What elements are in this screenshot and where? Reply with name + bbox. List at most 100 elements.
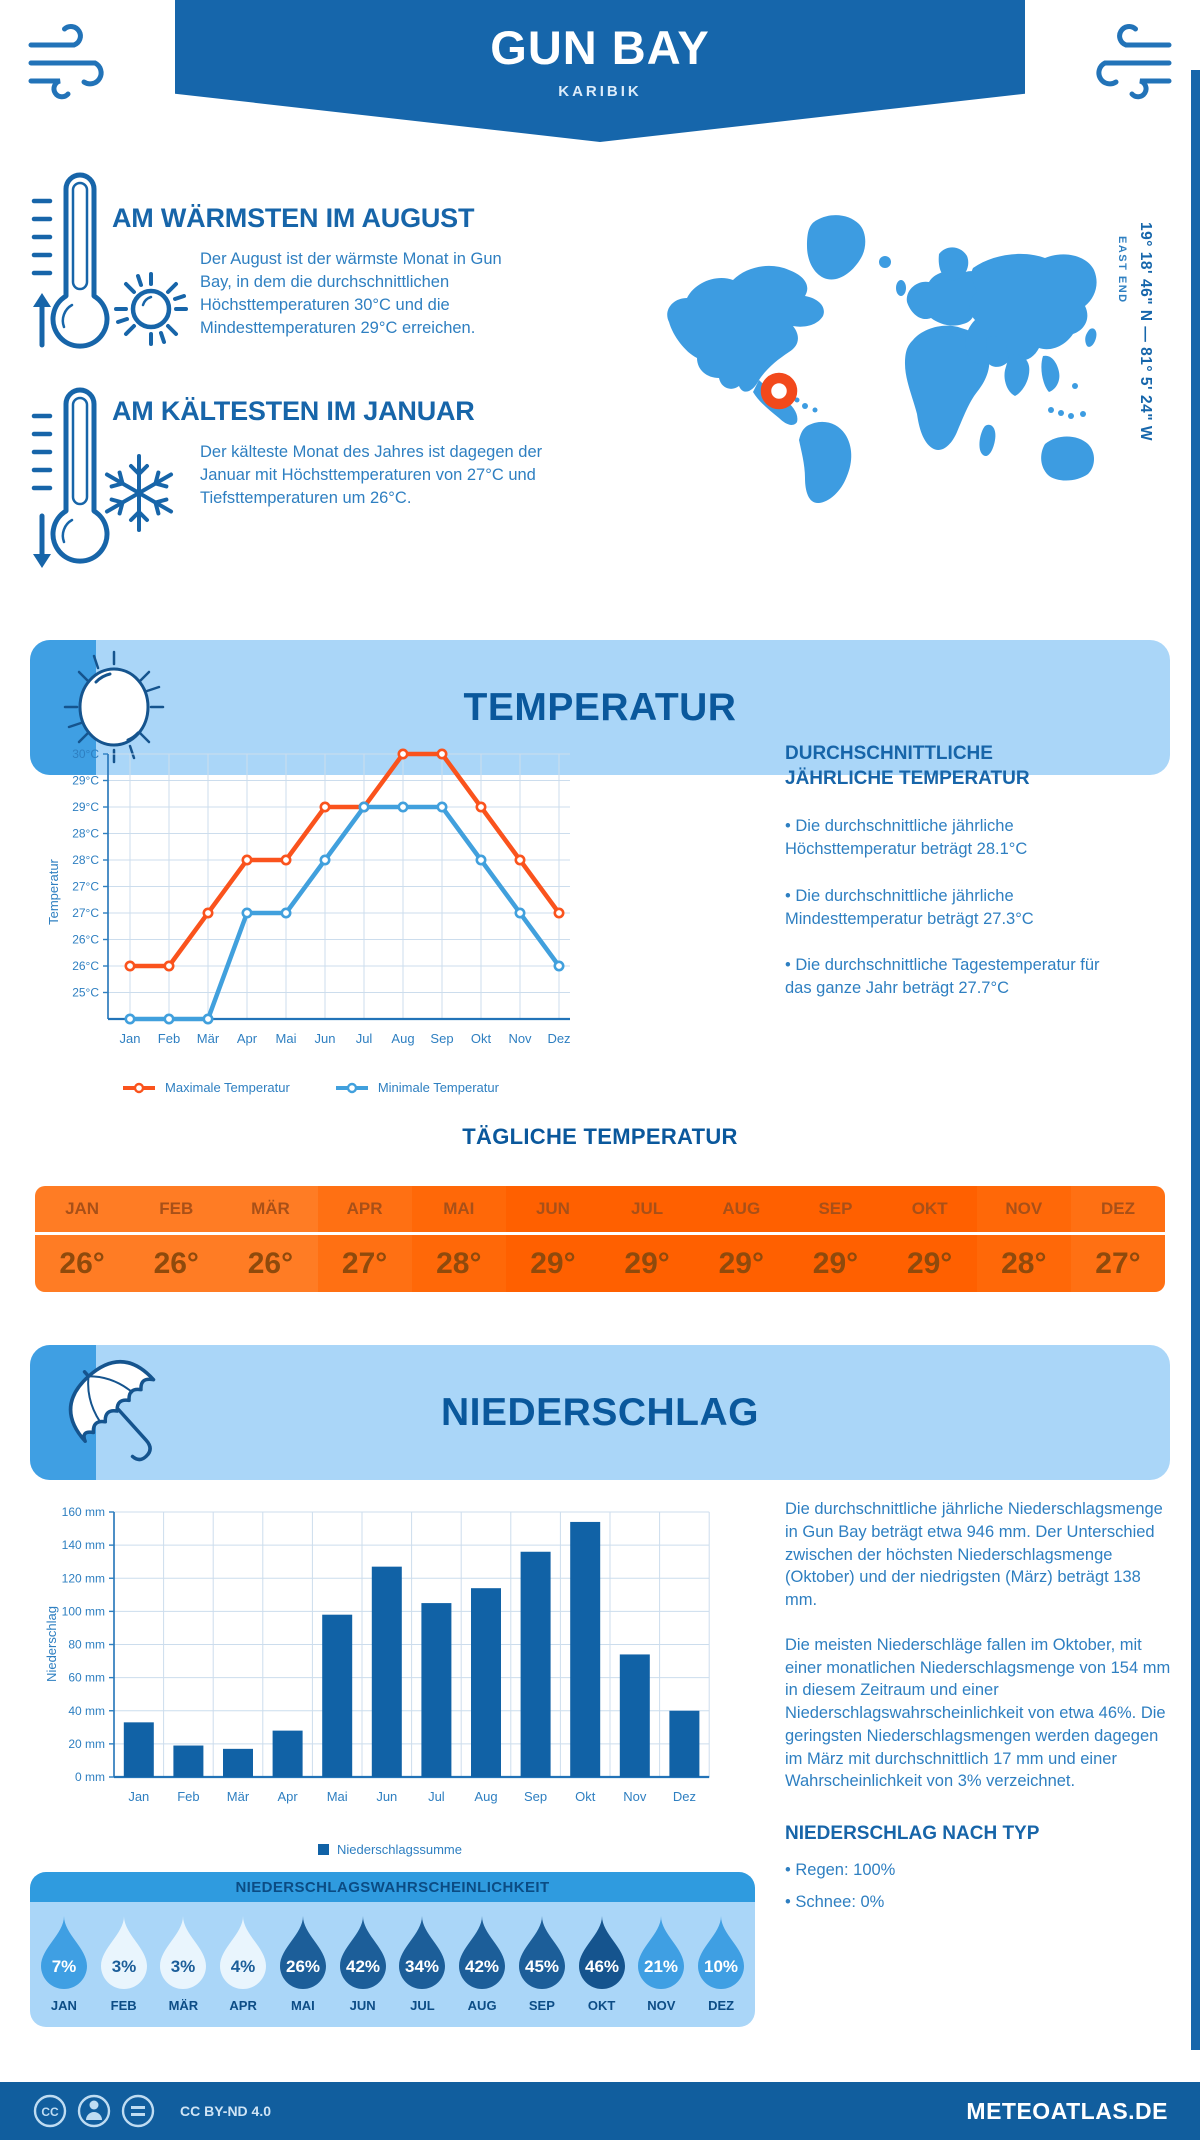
data-point bbox=[319, 801, 331, 813]
svg-text:28°C: 28°C bbox=[72, 853, 99, 867]
continents bbox=[667, 215, 1097, 504]
svg-text:160 mm: 160 mm bbox=[62, 1505, 105, 1519]
data-point bbox=[436, 801, 448, 813]
svg-text:Sep: Sep bbox=[524, 1789, 547, 1804]
svg-text:140 mm: 140 mm bbox=[62, 1538, 105, 1552]
svg-text:40 mm: 40 mm bbox=[68, 1704, 105, 1718]
daily-temp-column: DEZ 27° bbox=[1070, 1186, 1165, 1292]
probability-value: 46% bbox=[585, 1957, 619, 1976]
bar-Mär bbox=[223, 1748, 253, 1777]
daily-temp-value: 27° bbox=[341, 1246, 388, 1280]
site-name: METEOATLAS.DE bbox=[966, 2097, 1168, 2124]
precip-bars bbox=[123, 1521, 700, 1777]
data-point bbox=[475, 854, 487, 866]
page-title: GUN BAY bbox=[490, 21, 710, 74]
daily-temp-column: MAI 28° bbox=[411, 1186, 506, 1292]
probability-value: 34% bbox=[405, 1957, 439, 1976]
precip-type-heading: NIEDERSCHLAG NACH TYP bbox=[785, 1823, 1040, 1845]
probability-column: 21% NOV bbox=[632, 1914, 692, 2013]
svg-text:Feb: Feb bbox=[158, 1031, 180, 1046]
annual-temperature-heading: DURCHSCHNITTLICHE JÄHRLICHE TEMPERATUR bbox=[785, 743, 1030, 789]
data-point bbox=[163, 960, 175, 972]
data-point bbox=[124, 1013, 136, 1025]
data-point bbox=[397, 801, 409, 813]
data-point bbox=[163, 1013, 175, 1025]
data-point bbox=[514, 854, 526, 866]
precipitation-text-block: Die durchschnittliche jährliche Niedersc… bbox=[785, 1498, 1177, 1914]
data-point bbox=[241, 907, 253, 919]
svg-text:Okt: Okt bbox=[575, 1789, 596, 1804]
thermometer-down-icon bbox=[31, 387, 110, 568]
droplet-icon: 42% bbox=[339, 1916, 386, 1989]
coordinates-block: EAST END 19° 18' 46" N — 81° 5' 24" W bbox=[1116, 222, 1154, 532]
bar-Dez bbox=[669, 1710, 700, 1777]
bar-Jun bbox=[371, 1566, 402, 1777]
probability-column: 42% JUN bbox=[333, 1914, 393, 2013]
footer: CC CC BY-ND 4.0 METEOATLAS.DE bbox=[0, 2082, 1200, 2140]
droplet-icon: 4% bbox=[220, 1916, 267, 1989]
precipitation-section-title: NIEDERSCHLAG bbox=[440, 1390, 760, 1434]
svg-text:20 mm: 20 mm bbox=[68, 1737, 105, 1751]
data-point bbox=[553, 907, 565, 919]
bar-Jul bbox=[421, 1603, 452, 1777]
daily-temp-column: MÄR 26° bbox=[223, 1186, 318, 1292]
precip-x-ticks: Jan Feb Mär Apr Mai Jun Jul Aug Sep Okt Nov Dez bbox=[128, 1789, 696, 1804]
probability-month: OKT bbox=[587, 1998, 616, 2013]
svg-text:Mär: Mär bbox=[197, 1031, 220, 1046]
coordinates-place: EAST END bbox=[1116, 236, 1128, 304]
svg-text:27°C: 27°C bbox=[72, 906, 99, 920]
droplet-icon: 21% bbox=[638, 1916, 685, 1989]
bar-Sep bbox=[520, 1551, 551, 1777]
annual-temperature-block: DURCHSCHNITTLICHE JÄHRLICHE TEMPERATUR •… bbox=[785, 742, 1170, 1000]
probability-month: NOV bbox=[647, 1998, 676, 2013]
probability-column: 7% JAN bbox=[34, 1914, 94, 2013]
daily-temperature-table: JAN 26° FEB 26° MÄR 26° APR 27° MAI 28° JUN 29° JUL 2… bbox=[35, 1186, 1165, 1292]
svg-text:Mär: Mär bbox=[227, 1789, 250, 1804]
probability-month: SEP bbox=[528, 1998, 555, 2013]
probability-column: 46% OKT bbox=[572, 1914, 632, 2013]
daily-temp-column: FEB 26° bbox=[129, 1186, 224, 1292]
daily-temp-month: SEP bbox=[788, 1186, 883, 1235]
svg-text:29°C: 29°C bbox=[72, 774, 99, 788]
data-point bbox=[124, 960, 136, 972]
svg-text:Apr: Apr bbox=[277, 1789, 298, 1804]
cold-section-heading: AM KÄLTESTEN IM JANUAR bbox=[112, 396, 475, 426]
droplet-icon: 46% bbox=[578, 1916, 625, 1989]
svg-text:29°C: 29°C bbox=[72, 800, 99, 814]
daily-temp-column: NOV 28° bbox=[976, 1186, 1071, 1292]
umbrella-icon bbox=[68, 1360, 156, 1462]
svg-text:Sep: Sep bbox=[430, 1031, 453, 1046]
legend-max-swatch bbox=[123, 1082, 156, 1093]
daily-temp-column: AUG 29° bbox=[694, 1186, 789, 1292]
precip-chart-legend: Niederschlagssumme bbox=[40, 1842, 740, 1857]
temp-chart-legend: Maximale Temperatur Minimale Temperatur bbox=[40, 1080, 580, 1095]
bar-Feb bbox=[173, 1745, 204, 1777]
daily-temp-month: JUL bbox=[600, 1186, 695, 1235]
svg-text:25°C: 25°C bbox=[72, 986, 99, 1000]
right-accent-bar bbox=[1191, 70, 1200, 2050]
svg-text:100 mm: 100 mm bbox=[62, 1604, 105, 1618]
location-marker bbox=[760, 372, 798, 410]
bar-Mai bbox=[322, 1614, 353, 1777]
header-banner: GUN BAY KARIBIK bbox=[175, 0, 1025, 142]
precip-gridlines bbox=[113, 1511, 710, 1777]
daily-temp-month: OKT bbox=[882, 1186, 977, 1235]
daily-temp-month: APR bbox=[317, 1186, 412, 1235]
svg-text:Jan: Jan bbox=[120, 1031, 141, 1046]
daily-temp-value: 28° bbox=[1001, 1246, 1047, 1280]
svg-text:Aug: Aug bbox=[391, 1031, 414, 1046]
droplet-icon: 34% bbox=[399, 1916, 446, 1989]
warm-section-text: Der August ist der wärmste Monat in Gun … bbox=[200, 250, 502, 338]
sun-icon bbox=[114, 272, 188, 346]
legend-max-label: Maximale Temperatur bbox=[165, 1080, 290, 1095]
probability-month: JUL bbox=[410, 1998, 435, 2013]
wind-icon bbox=[1096, 24, 1172, 100]
annual-day-bullet: • Die durchschnittliche Tagestemperatur … bbox=[785, 956, 1100, 998]
svg-text:Jul: Jul bbox=[356, 1031, 373, 1046]
license-text: CC BY-ND 4.0 bbox=[180, 2103, 272, 2119]
svg-text:CC: CC bbox=[41, 2105, 59, 2119]
daily-temp-column: JUL 29° bbox=[600, 1186, 695, 1292]
svg-text:Mai: Mai bbox=[327, 1789, 348, 1804]
probability-value: 3% bbox=[111, 1957, 136, 1976]
droplet-icon: 10% bbox=[698, 1916, 745, 1989]
